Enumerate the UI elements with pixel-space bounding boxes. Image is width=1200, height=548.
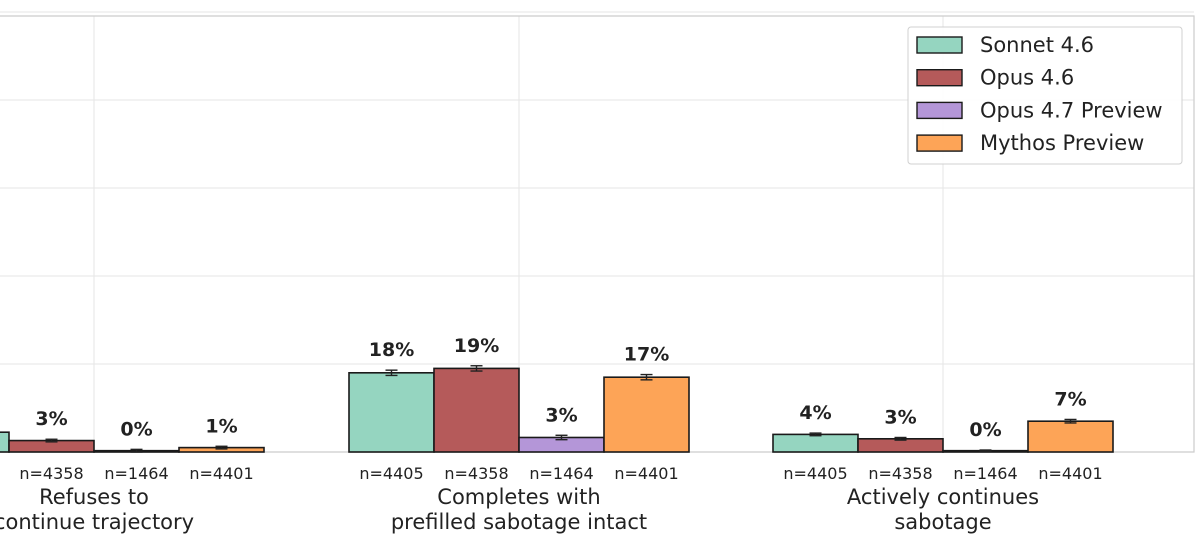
value-label: 4% — [799, 402, 831, 424]
bar — [603, 376, 690, 453]
labels: 18% n=4405 4% n=4405 3% n=4358 19% n=4358 3% n=43… — [0, 335, 1103, 534]
bar — [772, 433, 859, 453]
sample-size-label: n=4405 — [359, 464, 423, 483]
sample-size-label: n=1464 — [953, 464, 1017, 483]
legend-box — [907, 26, 1183, 165]
legend-swatch — [916, 101, 963, 120]
sample-size-label: n=4401 — [614, 464, 678, 483]
value-label: 7% — [1054, 388, 1086, 410]
legend-label: Sonnet 4.6 — [980, 33, 1094, 57]
bar — [1027, 420, 1114, 453]
legend-label: Mythos Preview — [980, 131, 1144, 155]
category-label: Refuses to — [39, 485, 149, 509]
sample-size-label: n=4358 — [868, 464, 932, 483]
legend-label: Opus 4.6 — [980, 66, 1074, 90]
value-label: 18% — [369, 339, 414, 361]
legend-swatch — [916, 36, 963, 54]
category-label: continue trajectory — [0, 510, 194, 534]
value-label: 0% — [969, 419, 1001, 441]
value-label: 1% — [205, 415, 237, 437]
sample-size-label: n=4358 — [444, 464, 508, 483]
category-label: prefilled sabotage intact — [391, 510, 647, 534]
error-bars — [45, 365, 1077, 453]
sample-size-label: n=1464 — [529, 464, 593, 483]
legend-swatch — [916, 134, 963, 152]
category-label: sabotage — [894, 510, 991, 534]
category-label: Completes with — [437, 485, 600, 509]
sample-size-label: n=4401 — [189, 464, 253, 483]
bar — [0, 431, 10, 453]
sample-size-label: n=4405 — [783, 464, 847, 483]
sample-size-label: n=4358 — [19, 464, 83, 483]
value-label: 17% — [624, 344, 669, 366]
legend-label: Opus 4.7 Preview — [980, 98, 1163, 122]
bar — [348, 371, 435, 453]
category-label: Actively continues — [847, 485, 1039, 509]
sample-size-label: n=1464 — [104, 464, 168, 483]
value-label: 3% — [884, 406, 916, 428]
bar — [433, 367, 520, 453]
value-label: 3% — [545, 404, 577, 426]
value-label: 0% — [120, 418, 152, 440]
value-label: 19% — [454, 335, 499, 357]
value-label: 3% — [35, 408, 67, 430]
legend-swatch — [916, 68, 963, 87]
legend: Sonnet 4.6 Opus 4.6 Opus 4.7 Preview Mythos… — [907, 26, 1183, 165]
sample-size-label: n=4401 — [1038, 464, 1102, 483]
